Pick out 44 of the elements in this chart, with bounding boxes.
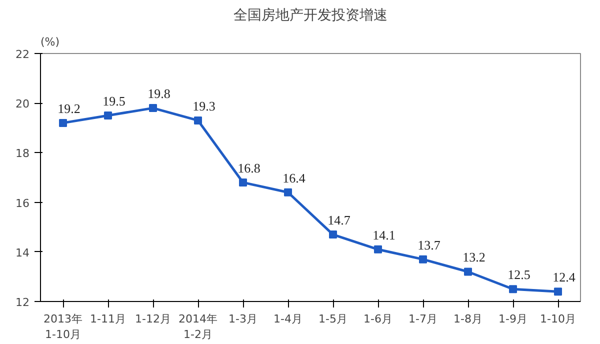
point <box>194 116 202 124</box>
x-tick-label: 2014年 1-2月 <box>178 312 218 342</box>
x-tick-label: 1-8月 <box>454 312 482 326</box>
y-tick-label: 16 <box>16 196 30 210</box>
point <box>464 268 472 276</box>
point <box>104 112 112 120</box>
data-label: 19.2 <box>58 100 80 116</box>
data-label: 13.2 <box>462 250 486 265</box>
data-label: 12.4 <box>552 270 576 285</box>
x-tick-label: 1-5月 <box>318 312 348 326</box>
x-tick-label: 1-11月 <box>90 312 126 326</box>
point <box>59 118 67 127</box>
y-tick-label: 12 <box>16 296 30 309</box>
x-tick-label: 2013年 1-10月 <box>44 312 83 342</box>
point <box>374 245 382 254</box>
x-tick-label: 1-7月 <box>408 312 438 326</box>
data-label: 13.7 <box>418 237 441 252</box>
x-tick-label: 1-9月 <box>498 312 528 326</box>
data-label: 19.3 <box>192 98 216 114</box>
data-label: 14.7 <box>328 212 351 228</box>
x-tick-label: 1-3月 <box>228 312 258 326</box>
y-axis-title: (%) <box>40 36 60 48</box>
x-tick-label: 1-4月 <box>274 312 302 326</box>
y-tick-label: 18 <box>16 147 30 160</box>
x-tick-label: 1-6月 <box>364 312 392 326</box>
x-tick-label: 1-10月 <box>540 312 576 326</box>
data-label: 19.5 <box>102 94 126 108</box>
data-label: 19.8 <box>148 86 170 102</box>
point <box>509 285 517 294</box>
y-tick-label: 20 <box>16 98 30 111</box>
data-label: 16.4 <box>282 170 306 186</box>
point <box>329 230 337 239</box>
point <box>419 255 427 264</box>
x-tick-label: 1-12月 <box>135 312 171 326</box>
point <box>284 188 292 196</box>
point <box>149 104 157 112</box>
point <box>239 178 247 186</box>
data-label: 16.8 <box>238 160 260 176</box>
point <box>554 288 562 296</box>
data-label: 12.5 <box>508 267 530 282</box>
chart-title: 全国房地产开发投资增速 <box>234 8 388 24</box>
y-tick-label: 22 <box>16 48 30 61</box>
y-tick-label: 14 <box>16 246 30 260</box>
data-label: 14.1 <box>372 227 396 242</box>
